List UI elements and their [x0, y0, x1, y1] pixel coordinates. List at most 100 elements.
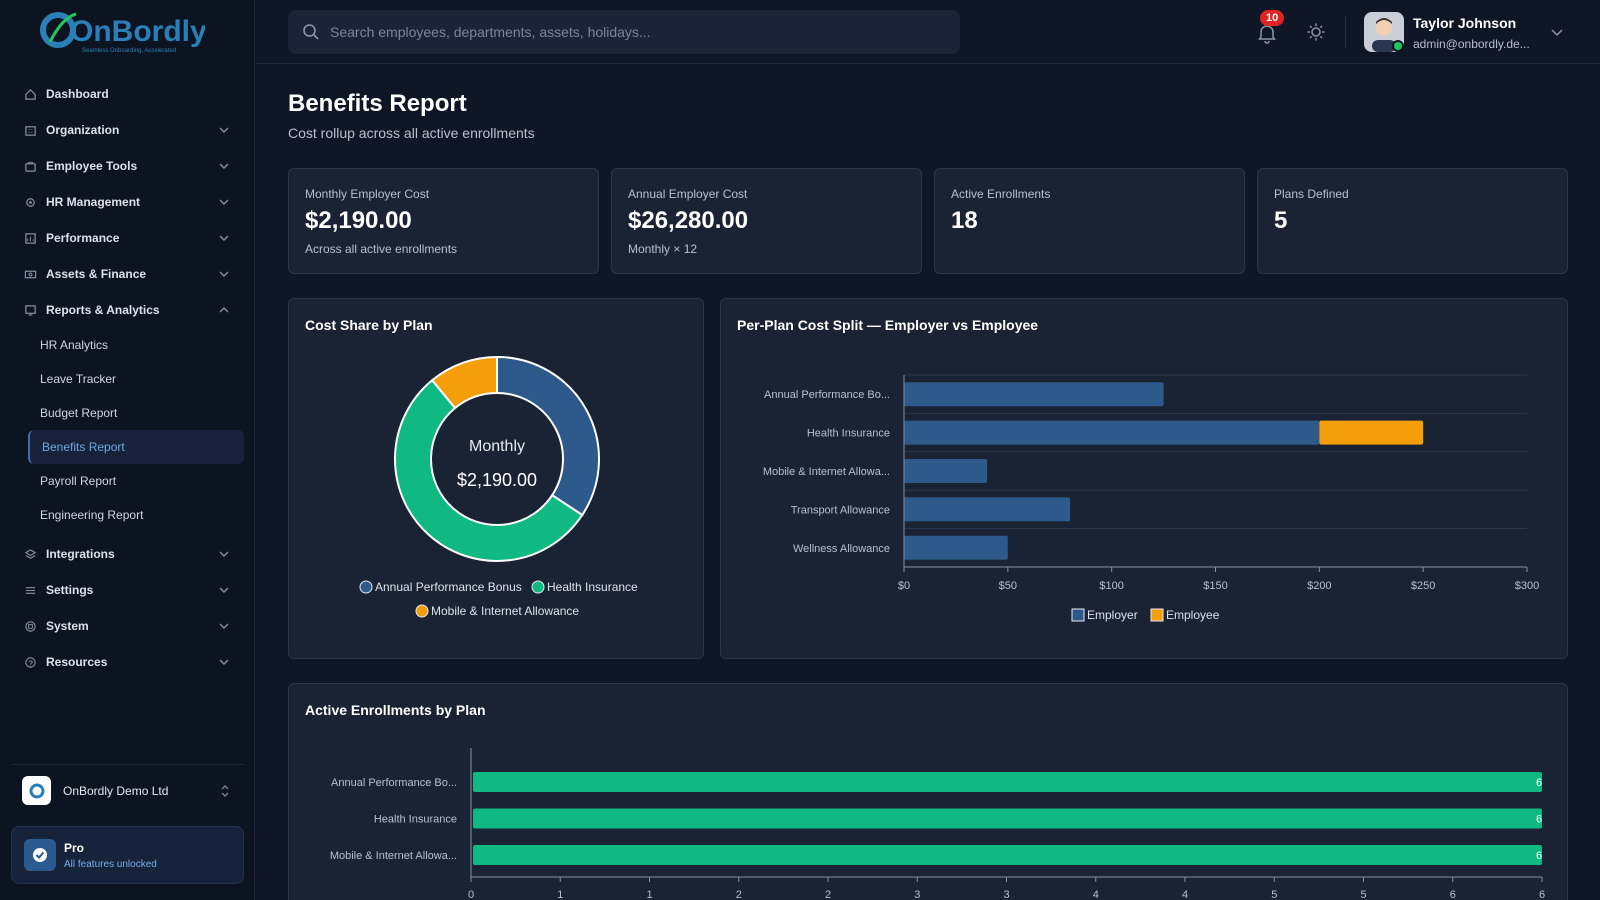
- chart-title: Per-Plan Cost Split — Employer vs Employ…: [737, 317, 1039, 333]
- chart-card-cost-share: Cost Share by Plan Monthly $2,190.00 Annua…: [288, 298, 704, 659]
- sidebar-item-label: Resources: [46, 655, 108, 669]
- stat-label: Plans Defined: [1274, 187, 1349, 201]
- stat-value: $2,190.00: [305, 207, 412, 234]
- plan-title: Pro: [64, 840, 85, 855]
- search-input[interactable]: [330, 24, 930, 40]
- org-switcher[interactable]: OnBordly Demo Ltd: [12, 764, 244, 816]
- brand-logo[interactable]: OnBordly Seamless Onboarding, Accelerate…: [40, 8, 205, 54]
- sidebar-item-organization[interactable]: Organization: [12, 112, 244, 148]
- bar: [473, 845, 1542, 865]
- category-label: Health Insurance: [374, 814, 457, 826]
- legend-swatch: [1071, 608, 1085, 622]
- sidebar-subitem-engineering-report[interactable]: Engineering Report: [12, 498, 244, 532]
- sidebar-item-label: Assets & Finance: [46, 267, 147, 281]
- bar-employee: [1319, 420, 1424, 445]
- sidebar-nav: Dashboard Organization Employee Tools HR…: [12, 76, 244, 680]
- split-bar-chart: Annual Performance Bo... Health Insurance…: [763, 374, 1539, 622]
- user-name: Taylor Johnson: [1413, 15, 1517, 31]
- chevron-down-icon[interactable]: [218, 124, 230, 136]
- layers-icon: [23, 547, 37, 561]
- sidebar-subitem-hr-analytics[interactable]: HR Analytics: [12, 328, 244, 362]
- sidebar-item-resources[interactable]: ? Resources: [12, 644, 244, 680]
- sidebar-item-label: Integrations: [46, 547, 115, 561]
- chart-title: Cost Share by Plan: [305, 317, 433, 333]
- chart-card-cost-split: Per-Plan Cost Split — Employer vs Employ…: [720, 298, 1568, 659]
- sidebar-subitem-leave-tracker[interactable]: Leave Tracker: [12, 362, 244, 396]
- legend-label: Health Insurance: [547, 580, 638, 594]
- sidebar-subitem-label: Payroll Report: [40, 474, 117, 488]
- stat-label: Active Enrollments: [951, 187, 1051, 201]
- avatar[interactable]: [1364, 12, 1404, 52]
- sidebar-subitem-benefits-report[interactable]: Benefits Report: [28, 430, 244, 464]
- plan-badge: Pro All features unlocked: [11, 826, 244, 884]
- sidebar-item-label: Reports & Analytics: [46, 303, 160, 317]
- sidebar-item-integrations[interactable]: Integrations: [12, 536, 244, 572]
- check-shield-icon: [24, 839, 56, 871]
- bar-employer: [904, 535, 1008, 560]
- chevron-down-icon[interactable]: [1550, 25, 1564, 39]
- stat-note: Monthly × 12: [628, 242, 698, 256]
- donut-slice: [496, 355, 600, 517]
- bar-employer: [904, 420, 1320, 445]
- sidebar: OnBordly Seamless Onboarding, Accelerate…: [0, 0, 255, 900]
- x-tick-label: $50: [999, 580, 1017, 592]
- sidebar-item-performance[interactable]: Performance: [12, 220, 244, 256]
- sidebar-item-hr-management[interactable]: HR Management: [12, 184, 244, 220]
- category-label: Annual Performance Bo...: [331, 777, 457, 789]
- chevron-down-icon[interactable]: [218, 548, 230, 560]
- chevron-down-icon[interactable]: [218, 656, 230, 668]
- sliders-icon: [23, 583, 37, 597]
- bell-icon[interactable]: [1256, 22, 1278, 44]
- donut-center-label: Monthly: [469, 438, 525, 455]
- chevron-up-icon[interactable]: [218, 304, 230, 316]
- sidebar-item-employee-tools[interactable]: Employee Tools: [12, 148, 244, 184]
- category-label: Health Insurance: [807, 428, 890, 440]
- chevron-down-icon[interactable]: [218, 584, 230, 596]
- chart-icon: [23, 231, 37, 245]
- x-tick-label: 4: [1093, 889, 1099, 900]
- x-tick-label: 5: [1271, 889, 1277, 900]
- legend-label: Employee: [1166, 608, 1220, 622]
- chevron-down-icon[interactable]: [218, 160, 230, 172]
- notification-badge: 10: [1260, 10, 1285, 26]
- chart-card-enrollments: Active Enrollments by Plan Annual Perfor…: [288, 683, 1568, 900]
- sidebar-item-reports-analytics[interactable]: Reports & Analytics: [12, 292, 244, 328]
- chevron-down-icon[interactable]: [218, 268, 230, 280]
- stat-label: Monthly Employer Cost: [305, 187, 430, 201]
- legend-swatch: [359, 580, 373, 594]
- plan-subtitle: All features unlocked: [64, 858, 157, 870]
- x-tick-label: $250: [1411, 580, 1435, 592]
- x-tick-label: 0: [468, 889, 474, 900]
- sidebar-item-label: Organization: [46, 123, 120, 137]
- sidebar-item-assets-finance[interactable]: Assets & Finance: [12, 256, 244, 292]
- bar-employer: [904, 382, 1164, 407]
- category-label: Mobile & Internet Allowa...: [330, 850, 457, 862]
- sidebar-item-label: Dashboard: [46, 87, 109, 101]
- chevron-down-icon[interactable]: [218, 196, 230, 208]
- x-tick-label: 3: [914, 889, 920, 900]
- report-icon: [23, 303, 37, 317]
- chevron-down-icon[interactable]: [218, 232, 230, 244]
- sun-icon[interactable]: [1306, 22, 1326, 42]
- sidebar-item-system[interactable]: System: [12, 608, 244, 644]
- legend-swatch: [415, 604, 429, 618]
- stat-card-monthly-employer-cost: Monthly Employer Cost $2,190.00 Across a…: [288, 168, 599, 274]
- stat-value: 18: [951, 207, 978, 234]
- sidebar-item-settings[interactable]: Settings: [12, 572, 244, 608]
- legend-label: Annual Performance Bonus: [375, 580, 522, 594]
- sidebar-item-dashboard[interactable]: Dashboard: [12, 76, 244, 112]
- sidebar-subitem-payroll-report[interactable]: Payroll Report: [12, 464, 244, 498]
- sidebar-subitem-budget-report[interactable]: Budget Report: [12, 396, 244, 430]
- user-email: admin@onbordly.de...: [1413, 37, 1530, 51]
- enrollments-bar-chart: Annual Performance Bo... 6 Health Insuranc…: [330, 748, 1545, 900]
- donut-chart: Monthly $2,190.00 Annual Performance Bonus…: [359, 355, 638, 618]
- brand-name: OnBordly: [70, 15, 205, 48]
- bar-employer: [904, 459, 988, 483]
- users-gear-icon: [23, 195, 37, 209]
- chevron-down-icon[interactable]: [218, 620, 230, 632]
- search-icon: [303, 24, 319, 40]
- cpu-icon: [23, 619, 37, 633]
- sidebar-subitem-label: Engineering Report: [40, 508, 144, 522]
- sidebar-item-label: HR Management: [46, 195, 141, 209]
- bar-employer: [904, 497, 1071, 522]
